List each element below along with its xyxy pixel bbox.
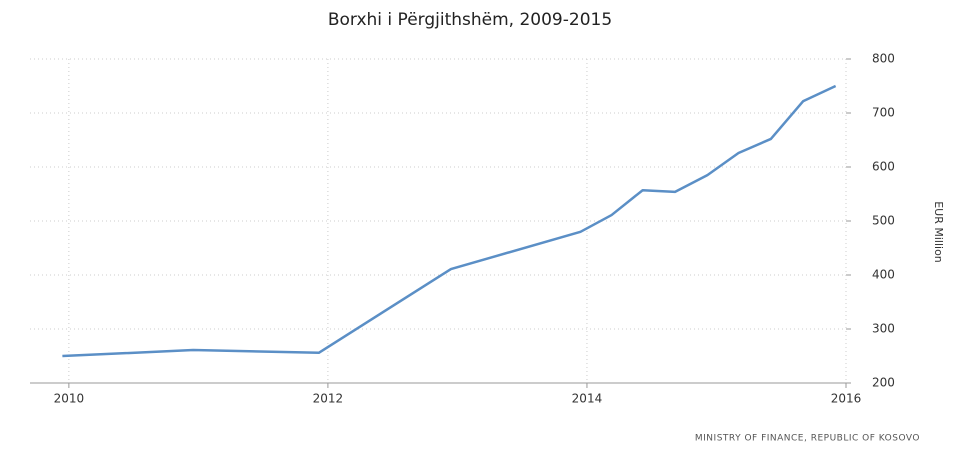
- y-tick-label: 800: [872, 52, 895, 66]
- y-tick-label: 600: [872, 160, 895, 174]
- y-tick-label: 500: [872, 214, 895, 228]
- y-axis-label: EUR Million: [932, 201, 945, 263]
- x-tick-label: 2010: [54, 392, 85, 406]
- chart-title: Borxhi i Përgjithshëm, 2009-2015: [328, 10, 612, 30]
- x-tick-label: 2014: [572, 392, 603, 406]
- source: MINISTRY OF FINANCE, REPUBLIC OF KOSOVO: [695, 434, 920, 444]
- y-tick-label: 200: [872, 376, 895, 390]
- x-tick-label: 2012: [313, 392, 344, 406]
- y-tick-label: 400: [872, 268, 895, 282]
- y-tick-label: 700: [872, 106, 895, 120]
- x-tick-label: 2016: [831, 392, 862, 406]
- data-line: [62, 84, 837, 358]
- y-tick-label: 300: [872, 322, 895, 336]
